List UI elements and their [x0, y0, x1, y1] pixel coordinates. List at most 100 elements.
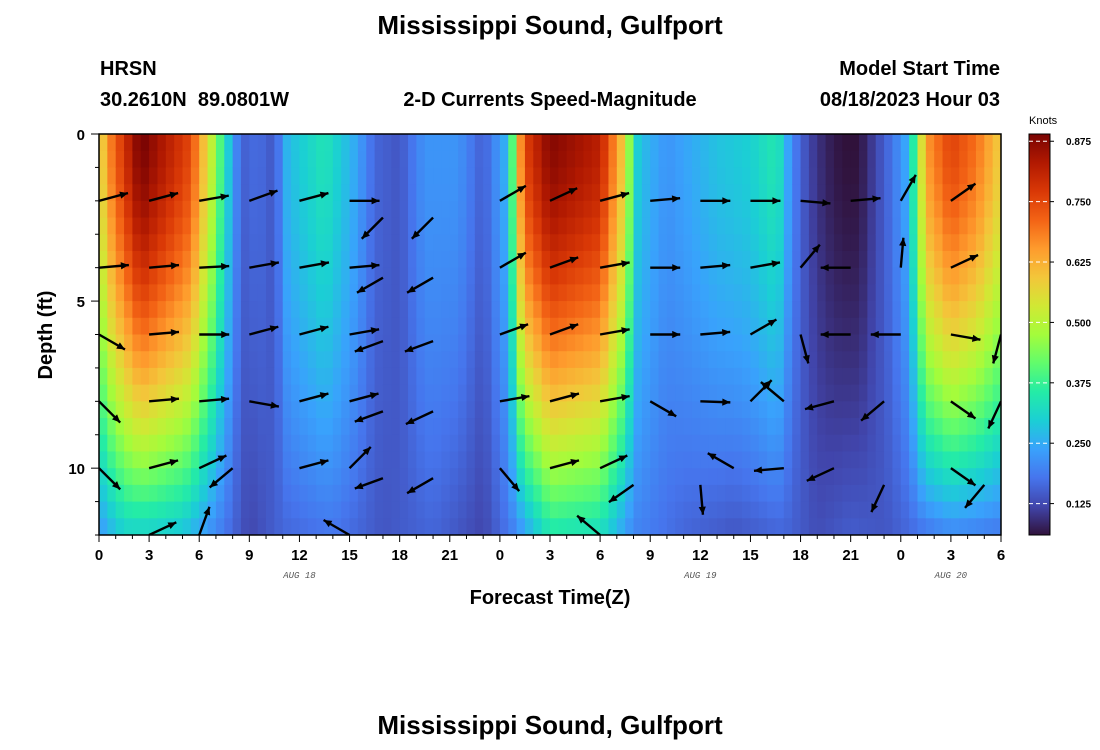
heatmap-cell [441, 518, 451, 535]
heatmap-cell [558, 434, 568, 453]
heatmap-cell [850, 451, 860, 469]
heatmap-cell [215, 434, 225, 453]
heatmap-cell [608, 184, 618, 202]
heatmap-cell [950, 384, 960, 402]
heatmap-cell [291, 150, 301, 169]
heatmap-cell [975, 317, 985, 336]
current-vector-arrow [299, 191, 329, 202]
heatmap-cell [700, 301, 710, 319]
heatmap-cell [750, 301, 760, 319]
heatmap-cell [174, 284, 184, 302]
heatmap-cell [433, 200, 443, 219]
current-vector-arrow [700, 398, 731, 406]
heatmap-cell [825, 501, 835, 519]
heatmap-cell [124, 184, 134, 202]
heatmap-cell [833, 351, 843, 369]
heatmap-cell [391, 234, 401, 252]
heatmap-cell [708, 351, 718, 369]
heatmap-cell [240, 217, 250, 235]
heatmap-cell [625, 317, 635, 336]
heatmap-cell [182, 167, 192, 185]
heatmap-cell [240, 518, 250, 535]
heatmap-cell [566, 234, 576, 252]
heatmap-cell [140, 250, 150, 269]
heatmap-cell [934, 518, 944, 535]
heatmap-cell [875, 217, 885, 235]
heatmap-cell [357, 384, 367, 402]
heatmap-cell [257, 184, 267, 202]
heatmap-cell [140, 384, 150, 402]
heatmap-cell [892, 184, 902, 202]
current-vector-arrow [698, 484, 706, 515]
heatmap-cell [199, 434, 209, 453]
heatmap-cell [441, 134, 451, 152]
heatmap-cell [967, 484, 977, 503]
heatmap-cell [558, 250, 568, 269]
heatmap-cell [583, 284, 593, 302]
heatmap-cell [357, 501, 367, 519]
heatmap-cell [583, 468, 593, 486]
arrow-head [354, 345, 364, 353]
heatmap-cell [783, 317, 793, 336]
heatmap-cell [332, 234, 342, 252]
heatmap-cell [950, 184, 960, 202]
heatmap-cell [775, 284, 785, 302]
heatmap-cell [859, 434, 868, 453]
heatmap-cell [884, 234, 894, 252]
heatmap-cell [249, 267, 259, 285]
heatmap-cell [566, 351, 576, 369]
heatmap-cell [666, 134, 676, 152]
heatmap-cell [190, 351, 200, 369]
heatmap-cell [499, 384, 509, 402]
heatmap-cell [99, 134, 108, 152]
x-tick-label: 9 [646, 547, 654, 564]
heatmap-cell [825, 250, 835, 269]
heatmap-cell [174, 367, 184, 386]
heatmap-cell [291, 334, 301, 352]
heatmap-cell [600, 351, 610, 369]
heatmap-cell [533, 284, 543, 302]
heatmap-cell [650, 301, 660, 319]
heatmap-cell [733, 484, 743, 503]
heatmap-cell [892, 200, 902, 219]
arrow-head [323, 520, 333, 528]
heatmap-cell [833, 134, 843, 152]
heatmap-cell [666, 518, 676, 535]
heatmap-cell [984, 401, 994, 419]
heatmap-cell [575, 134, 585, 152]
heatmap-cell [215, 384, 225, 402]
heatmap-cell [884, 518, 894, 535]
heatmap-cell [466, 501, 476, 519]
heatmap-cell [374, 384, 384, 402]
heatmap-cell [483, 468, 493, 486]
heatmap-cell [107, 518, 117, 535]
heatmap-cell [541, 184, 551, 202]
heatmap-cell [249, 184, 259, 202]
heatmap-cell [892, 317, 902, 336]
current-vector-arrow [411, 216, 434, 240]
arrow-head [371, 197, 380, 205]
heatmap-cell [942, 451, 952, 469]
heatmap-cell [474, 484, 484, 503]
heatmap-cell [992, 267, 1001, 285]
heatmap-cell [207, 451, 217, 469]
heatmap-cell [942, 167, 952, 185]
heatmap-cell [742, 134, 752, 152]
heatmap-cell [750, 150, 760, 169]
heatmap-cell [215, 418, 225, 436]
heatmap-cell [458, 401, 468, 419]
heatmap-cell [157, 518, 167, 535]
heatmap-cell [942, 250, 952, 269]
heatmap-cell [408, 167, 417, 185]
heatmap-cell [266, 267, 275, 285]
chart-subtitle: 2-D Currents Speed-Magnitude [403, 89, 696, 111]
heatmap-cell [658, 518, 668, 535]
heatmap-cell [683, 167, 693, 185]
heatmap-cell [416, 234, 426, 252]
heatmap-cell [884, 250, 894, 269]
heatmap-cell [508, 434, 518, 453]
heatmap-cell [324, 334, 334, 352]
heatmap-cell [967, 351, 977, 369]
heatmap-cell [875, 384, 885, 402]
heatmap-cell [391, 184, 401, 202]
